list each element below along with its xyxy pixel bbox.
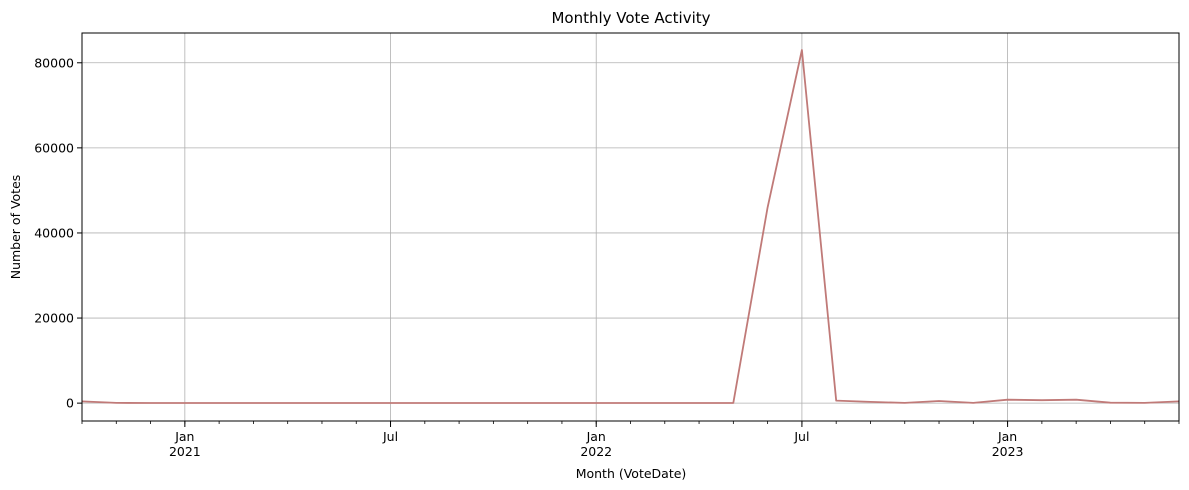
y-tick-label: 80000 (34, 55, 74, 70)
y-tick-label: 60000 (34, 140, 74, 155)
x-tick-label: Jul (793, 429, 809, 444)
chart-title: Monthly Vote Activity (551, 9, 710, 27)
series-layer (81, 49, 1180, 404)
y-tick-label: 20000 (34, 311, 74, 326)
series-line (81, 49, 1180, 404)
x-tick-label: Jan (174, 429, 194, 444)
y-tick-label: 0 (66, 396, 74, 411)
plot-frame (81, 32, 1180, 422)
y-axis-title: Number of Votes (8, 175, 23, 280)
x-tick-label: Jan (997, 429, 1017, 444)
y-axis: 0 20000 40000 60000 80000 (34, 55, 82, 411)
x-axis-title: Month (VoteDate) (576, 466, 687, 481)
x-tick-year-label: 2022 (580, 444, 612, 459)
x-tick-year-label: 2021 (169, 444, 201, 459)
x-tick-label: Jul (382, 429, 398, 444)
y-tick-label: 40000 (34, 225, 74, 240)
grid (82, 33, 1179, 421)
x-tick-label: Jan (586, 429, 606, 444)
x-tick-year-label: 2023 (992, 444, 1024, 459)
